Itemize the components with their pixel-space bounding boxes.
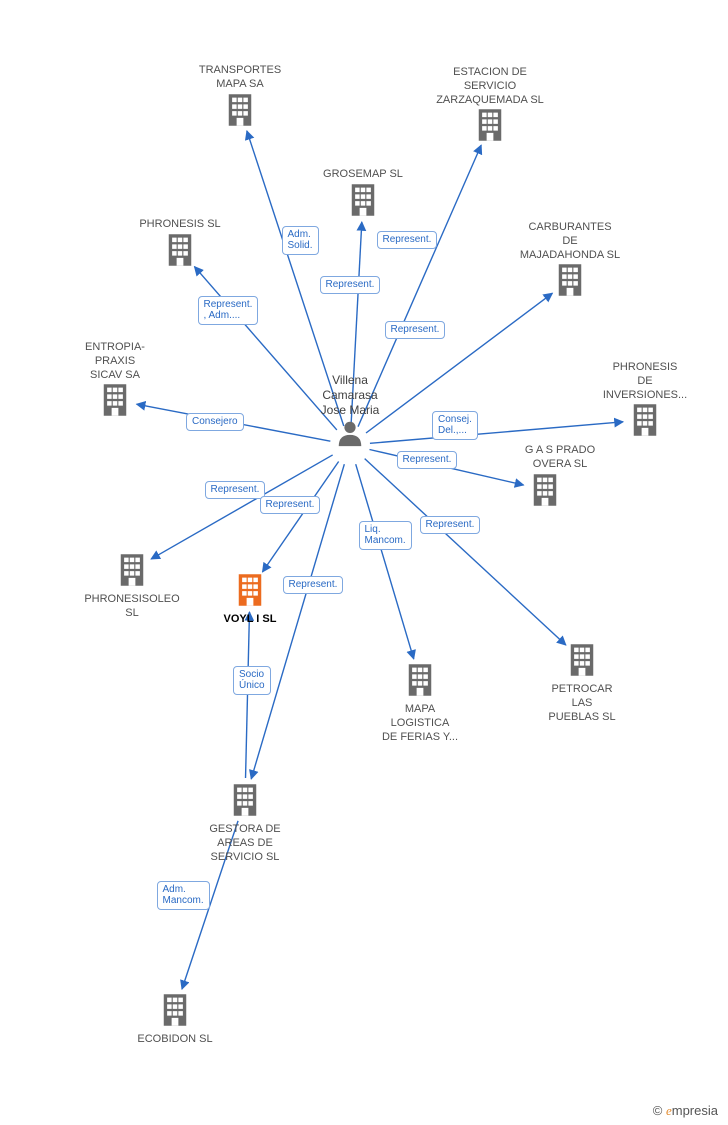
building-icon (472, 107, 508, 148)
node-label: VOYL I SL (190, 613, 310, 627)
node-label: PHRONESISOLEO SL (72, 593, 192, 621)
person-icon (335, 418, 365, 453)
company-node-carburantes[interactable]: CARBURANTES DE MAJADAHONDA SL (510, 221, 630, 303)
company-node-grosemap[interactable]: GROSEMAP SL (303, 168, 423, 223)
edge-label: Represent. (385, 321, 446, 339)
building-icon (114, 552, 150, 593)
building-icon (564, 642, 600, 683)
node-label: ESTACION DE SERVICIO ZARZAQUEMADA SL (430, 66, 550, 107)
node-label: GROSEMAP SL (303, 168, 423, 182)
building-icon (627, 402, 663, 443)
building-icon (402, 662, 438, 703)
edge-label: Represent. (320, 276, 381, 294)
node-label: Villena Camarasa Jose Maria (290, 373, 410, 418)
edge-label: Adm. Mancom. (157, 881, 210, 910)
edge-label: Represent. (260, 496, 321, 514)
building-icon (227, 782, 263, 823)
company-node-phronesisoleo[interactable]: PHRONESISOLEO SL (72, 552, 192, 621)
edge-label: Represent. (397, 451, 458, 469)
edge-label: Liq. Mancom. (359, 521, 412, 550)
company-node-ecobidon[interactable]: ECOBIDON SL (115, 992, 235, 1047)
company-node-gas_prado[interactable]: G A S PRADO OVERA SL (485, 444, 605, 513)
edge-label: Represent. (420, 516, 481, 534)
node-label: ENTROPIA- PRAXIS SICAV SA (55, 341, 175, 382)
company-node-phronesis_sl[interactable]: PHRONESIS SL (120, 218, 240, 273)
brand-logo: empresia (666, 1103, 718, 1118)
node-label: TRANSPORTES MAPA SA (180, 64, 300, 92)
attribution: © empresia (653, 1103, 718, 1119)
building-icon (222, 92, 258, 133)
company-node-petrocar[interactable]: PETROCAR LAS PUEBLAS SL (522, 642, 642, 724)
building-icon (552, 262, 588, 303)
building-icon (345, 182, 381, 223)
node-label: PHRONESIS SL (120, 218, 240, 232)
edge (356, 464, 414, 659)
edge (262, 461, 338, 571)
company-node-gestora[interactable]: GESTORA DE AREAS DE SERVICIO SL (185, 782, 305, 864)
company-node-estacion[interactable]: ESTACION DE SERVICIO ZARZAQUEMADA SL (430, 66, 550, 148)
building-icon (527, 472, 563, 513)
building-icon (97, 382, 133, 423)
network-diagram: Villena Camarasa Jose Maria TRANSPORTES … (0, 0, 728, 1125)
building-icon (232, 572, 268, 613)
node-label: G A S PRADO OVERA SL (500, 444, 620, 472)
building-icon (162, 232, 198, 273)
edge-label: Consej. Del.,... (432, 411, 478, 440)
edge (246, 612, 250, 778)
edge-label: Consejero (186, 413, 244, 431)
company-node-mapa_log[interactable]: MAPA LOGISTICA DE FERIAS Y... (360, 662, 480, 744)
node-label: ECOBIDON SL (115, 1033, 235, 1047)
company-node-transportes[interactable]: TRANSPORTES MAPA SA (180, 64, 300, 133)
company-node-phronesis_inv[interactable]: PHRONESIS DE INVERSIONES... (585, 361, 705, 443)
center-person-node[interactable]: Villena Camarasa Jose Maria (290, 373, 410, 453)
copyright-symbol: © (653, 1103, 663, 1118)
node-label: PETROCAR LAS PUEBLAS SL (522, 683, 642, 724)
edge-label: Represent. (283, 576, 344, 594)
edge-label: Socio Único (233, 666, 271, 695)
company-node-entropia[interactable]: ENTROPIA- PRAXIS SICAV SA (55, 341, 175, 423)
node-label: GESTORA DE AREAS DE SERVICIO SL (185, 823, 305, 864)
edge-label: Represent. (205, 481, 266, 499)
edge-label: Represent. (377, 231, 438, 249)
edge-label: Adm. Solid. (282, 226, 319, 255)
edge-label: Represent. , Adm.... (198, 296, 259, 325)
node-label: PHRONESIS DE INVERSIONES... (585, 361, 705, 402)
node-label: CARBURANTES DE MAJADAHONDA SL (510, 221, 630, 262)
building-icon (157, 992, 193, 1033)
node-label: MAPA LOGISTICA DE FERIAS Y... (360, 703, 480, 744)
